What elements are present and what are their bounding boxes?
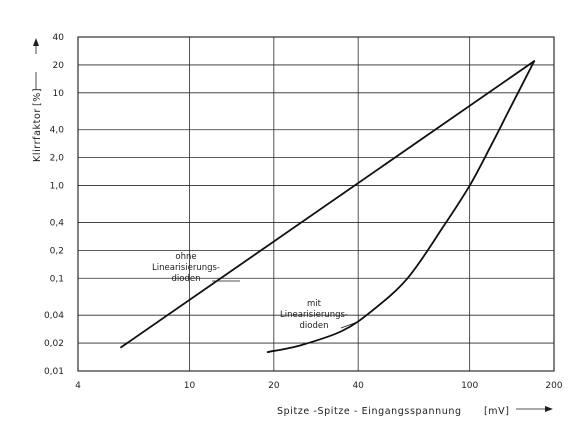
x-tick-label: 40 xyxy=(352,381,364,391)
x-tick-label: 10 xyxy=(184,381,196,391)
y-tick-label: 0,01 xyxy=(44,367,64,377)
y-axis-unit: [%] xyxy=(32,88,43,106)
plot-frame xyxy=(77,36,555,372)
annotation-line: ohne xyxy=(175,252,196,262)
x-axis-label: Spitze -Spitze - Eingangsspannung xyxy=(277,406,462,417)
series-annotations: ohneLinearisierungs-diodenmitLinearisier… xyxy=(152,252,361,331)
series-line-without-diodes xyxy=(120,60,536,349)
y-tick-label: 20 xyxy=(53,61,65,71)
x-axis-unit: [mV] xyxy=(484,406,510,417)
grid xyxy=(78,37,554,371)
y-tick-label: 0,04 xyxy=(44,311,64,321)
x-tick-label: 20 xyxy=(268,381,280,391)
x-tick-label: 100 xyxy=(461,381,478,391)
x-tick-labels: 4 10 20 40 100 200 xyxy=(75,381,563,391)
y-tick-label: 0,4 xyxy=(50,218,65,228)
y-axis-label: Klirrfaktor xyxy=(32,108,43,162)
annotation-line: dioden xyxy=(172,274,201,284)
x-axis-arrow-head xyxy=(545,406,553,412)
x-tick-label: 4 xyxy=(75,381,81,391)
y-tick-label: 40 xyxy=(53,33,65,43)
annotation-line: mit xyxy=(307,299,322,309)
y-tick-label: 10 xyxy=(53,89,65,99)
y-tick-labels: 0,01 0,02 0,04 0,1 0,2 0,4 1,0 2,0 4,0 10 20 40 xyxy=(44,33,64,377)
y-tick-label: 2,0 xyxy=(50,154,65,164)
series-lines xyxy=(120,60,536,353)
annotation-line: Linearisierungs- xyxy=(152,263,220,273)
y-tick-label: 4,0 xyxy=(50,126,65,136)
y-tick-label: 0,2 xyxy=(50,246,64,256)
y-tick-label: 1,0 xyxy=(50,182,65,192)
annotation-line: dioden xyxy=(300,321,329,331)
y-tick-label: 0,1 xyxy=(50,274,64,284)
annotation-leader xyxy=(340,320,361,329)
series-line-with-diodes xyxy=(266,60,536,353)
x-axis-title: Spitze -Spitze - Eingangsspannung [mV] xyxy=(277,406,553,417)
y-tick-label: 0,02 xyxy=(44,339,64,349)
annotation-line: Linearisierungs- xyxy=(280,310,348,320)
y-axis-title: Klirrfaktor [%] xyxy=(32,38,43,162)
x-tick-label: 200 xyxy=(545,381,562,391)
y-axis-arrow-head xyxy=(33,38,39,46)
